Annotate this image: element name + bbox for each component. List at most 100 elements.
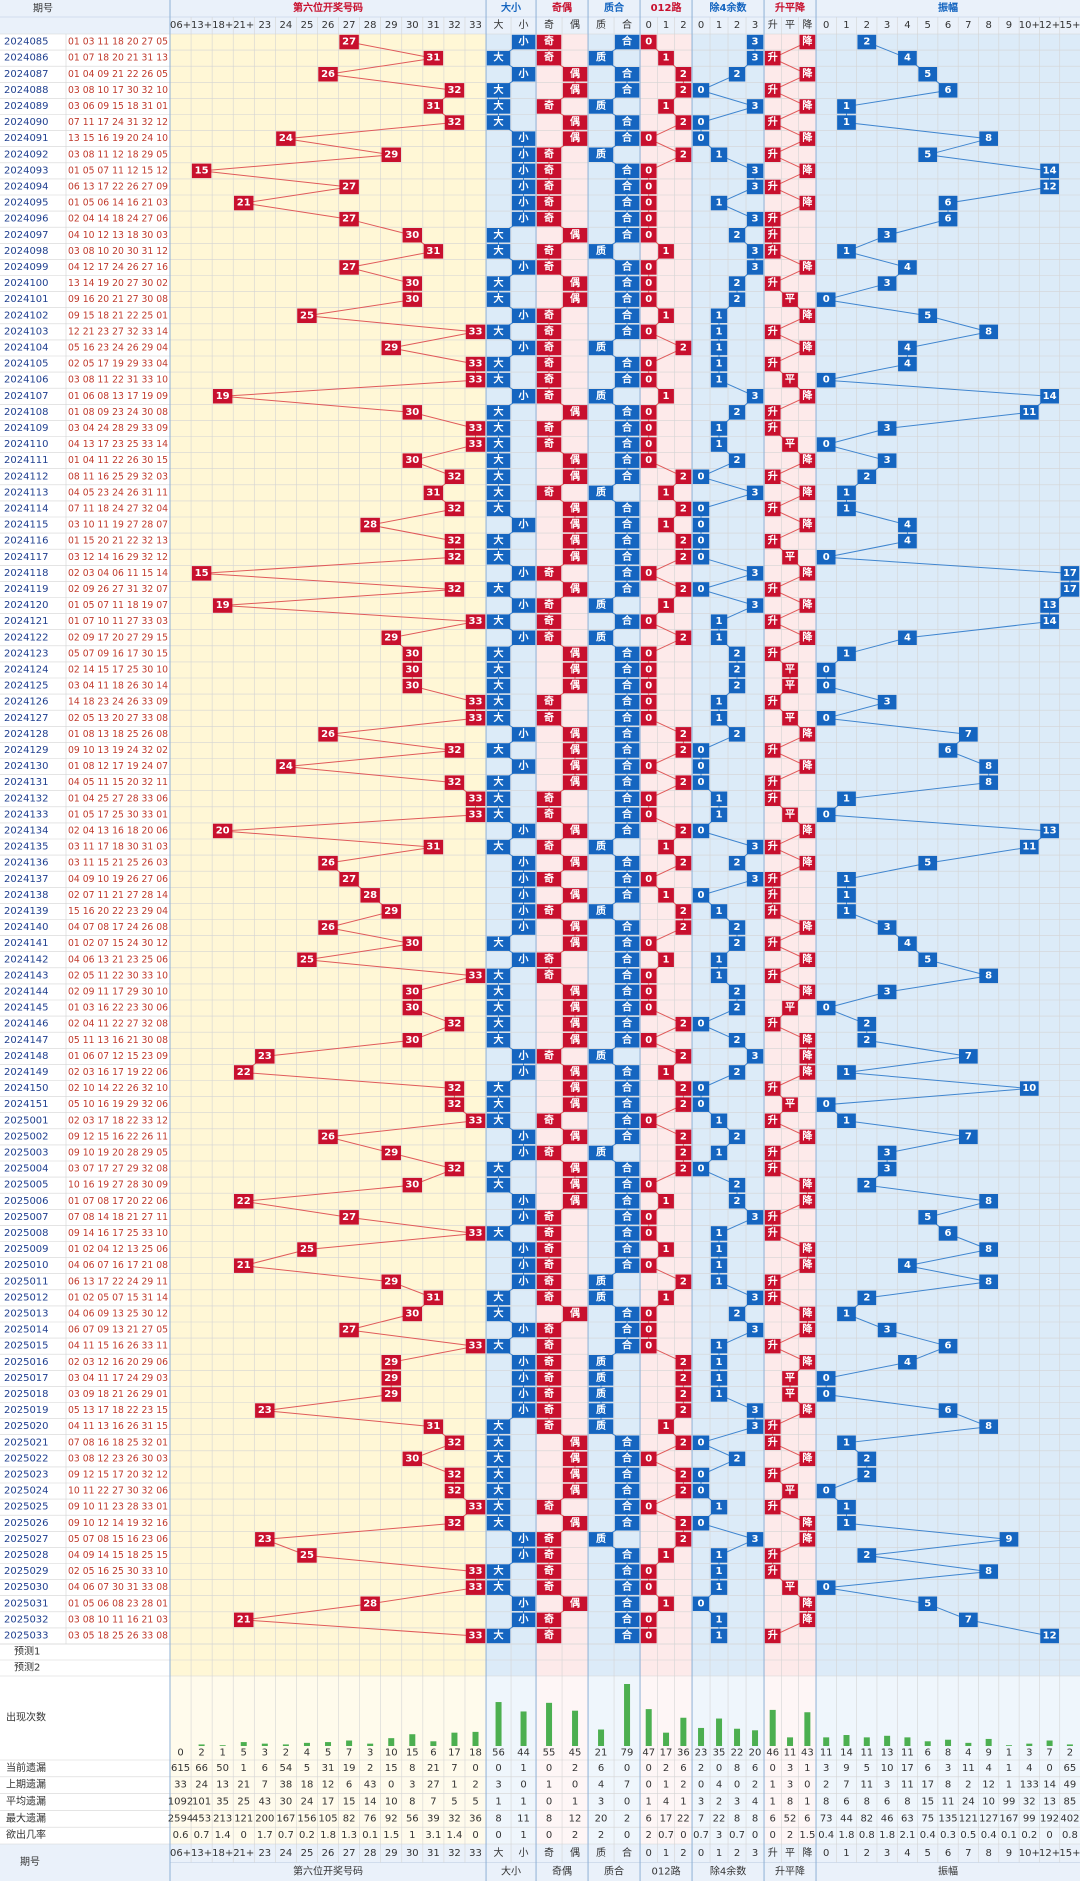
hit-value: 合	[621, 1113, 633, 1126]
hit-cell	[588, 1419, 614, 1434]
stat-value: 0	[495, 1763, 501, 1774]
hit-value: 32	[447, 117, 461, 128]
stat-value: 0	[1046, 1763, 1052, 1774]
hit-value: 奇	[544, 807, 554, 820]
hit-value: 质	[596, 1532, 606, 1545]
count-value: 1	[219, 1748, 225, 1759]
hit-value: 奇	[544, 1258, 554, 1271]
hit-cell	[764, 839, 781, 855]
hit-cell	[816, 678, 836, 694]
draw-numbers: 04 07 08 17 24 26 08	[68, 922, 168, 933]
hit-value: 0	[645, 455, 652, 466]
count-bar	[451, 1732, 458, 1746]
count-value: 46	[766, 1748, 779, 1759]
column-header: 0	[823, 20, 829, 31]
hit-cell	[728, 67, 746, 82]
hit-cell	[297, 952, 317, 967]
hit-value: 小	[518, 518, 529, 531]
stat-value: 0	[546, 1763, 552, 1774]
hit-cell	[675, 1532, 692, 1547]
hit-value: 大	[494, 1564, 504, 1577]
column-footer: 33	[469, 1848, 482, 1859]
issue-number: 2024118	[4, 568, 49, 579]
issue-number: 2024130	[4, 761, 49, 772]
hit-cell	[764, 421, 781, 436]
hit-cell	[658, 1194, 674, 1209]
hit-value: 合	[621, 1097, 633, 1110]
count-bar	[409, 1734, 416, 1746]
hit-value: 降	[802, 920, 813, 933]
hit-value: 偶	[569, 1596, 580, 1609]
count-value: 6	[925, 1748, 931, 1759]
hit-value: 33	[469, 439, 483, 450]
hit-value: 合	[621, 518, 633, 531]
stat-value: 5	[472, 1797, 478, 1808]
issue-number: 2025019	[4, 1405, 49, 1416]
hit-value: 降	[802, 856, 813, 869]
hit-cell	[212, 598, 233, 613]
hit-cell	[692, 1097, 710, 1112]
hit-cell	[799, 952, 816, 967]
hit-cell	[675, 115, 692, 130]
hit-cell	[511, 1532, 536, 1547]
draw-numbers: 03 08 11 22 31 33 10	[68, 375, 168, 386]
stat-value: 50	[216, 1763, 229, 1774]
issue-number: 2024150	[4, 1083, 49, 1094]
stat-value: 0.7	[278, 1830, 294, 1841]
hit-value: 1	[716, 1115, 723, 1126]
hit-cell	[1060, 582, 1080, 597]
count-value: 1	[1006, 1748, 1012, 1759]
hit-cell	[764, 614, 781, 629]
hit-cell	[877, 984, 897, 1000]
column-footer: 0	[646, 1848, 652, 1859]
hit-value: 3	[884, 1147, 891, 1158]
hit-cell	[486, 791, 511, 806]
hit-value: 0	[645, 616, 652, 627]
count-bar	[787, 1737, 794, 1746]
count-value: 2	[1067, 1748, 1073, 1759]
hit-value: 偶	[569, 1017, 580, 1030]
hit-cell	[423, 839, 444, 855]
stat-value: 2	[572, 1763, 578, 1774]
hit-value: 合	[621, 614, 633, 627]
hit-value: 2	[680, 552, 687, 563]
draw-numbers: 01 07 10 11 27 33 03	[68, 616, 168, 627]
hit-cell	[764, 115, 781, 130]
hit-value: 2	[863, 1035, 870, 1046]
hit-cell	[799, 1065, 816, 1080]
stat-value: 2.1	[899, 1830, 915, 1841]
hit-value: 33	[469, 1228, 483, 1239]
hit-cell	[486, 743, 511, 758]
hit-cell	[465, 356, 486, 372]
hit-cell	[536, 1403, 562, 1418]
column-footer: 29	[385, 1848, 398, 1859]
hit-value: 0	[645, 1566, 652, 1577]
hit-value: 合	[621, 1178, 633, 1191]
hit-value: 平	[785, 293, 795, 305]
hit-cell	[486, 1580, 511, 1595]
hit-value: 1	[716, 1614, 723, 1625]
hit-value: 大	[494, 1178, 504, 1191]
hit-value: 0	[645, 359, 652, 370]
hit-cell	[764, 1338, 781, 1354]
hit-cell	[799, 1194, 816, 1209]
hit-value: 27	[342, 37, 356, 48]
hit-cell	[562, 743, 588, 758]
hit-cell	[511, 1387, 536, 1402]
hit-value: 0	[698, 761, 705, 772]
count-value: 2	[198, 1748, 204, 1759]
hit-cell	[511, 1371, 536, 1386]
hit-value: 升	[768, 212, 778, 225]
hit-cell	[562, 469, 588, 484]
hit-cell	[877, 1145, 897, 1161]
hit-cell	[877, 228, 897, 243]
column-header: 3	[884, 20, 890, 31]
hit-value: 质	[596, 1371, 606, 1384]
stat-value: 0.7	[194, 1830, 210, 1841]
draw-numbers: 01 02 07 15 24 30 12	[68, 938, 168, 949]
hit-cell	[710, 356, 728, 372]
count-value: 10	[385, 1748, 398, 1759]
count-bar	[863, 1737, 870, 1746]
hit-cell	[710, 1113, 728, 1128]
hit-value: 偶	[569, 83, 580, 96]
